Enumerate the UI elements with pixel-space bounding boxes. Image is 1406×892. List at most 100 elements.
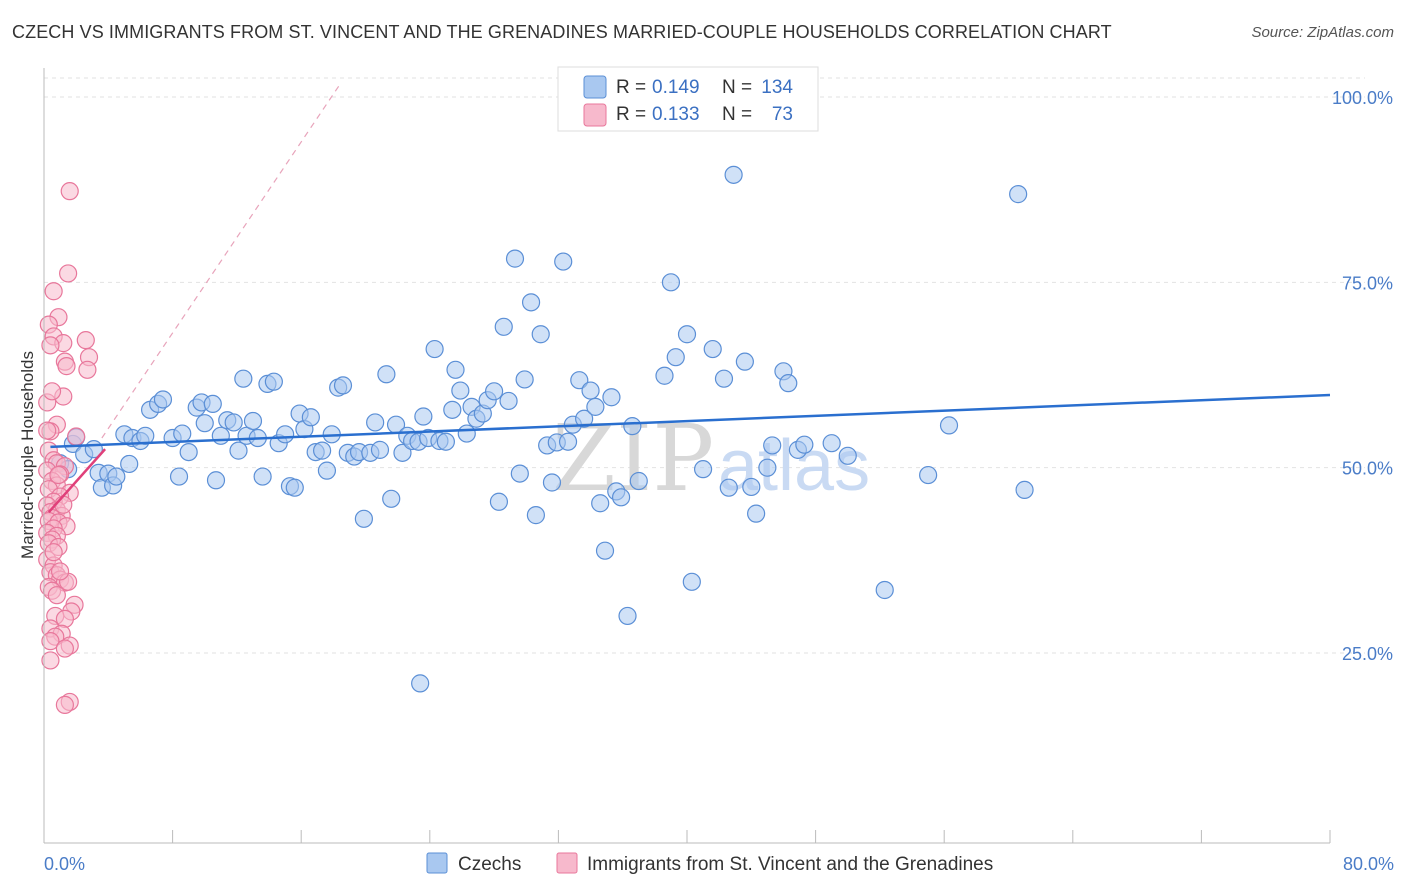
x-axis-ticks xyxy=(43,830,1331,843)
czech-point-36 xyxy=(253,467,272,486)
x-tick-label-max: 80.0% xyxy=(1343,854,1394,874)
czech-point-128 xyxy=(875,580,894,600)
czech-point-93 xyxy=(558,432,578,451)
bottom-legend-czech-label: Czechs xyxy=(458,854,521,875)
czech-point-25 xyxy=(195,414,214,433)
legend-czech-swatch xyxy=(583,75,607,99)
czech-point-129 xyxy=(919,465,938,485)
czech-point-18 xyxy=(153,390,173,409)
y-tick-label-25: 25.0% xyxy=(1342,644,1393,664)
czech-point-85 xyxy=(515,370,534,389)
czech-point-106 xyxy=(629,471,648,491)
czech-point-127 xyxy=(838,446,857,465)
czech-point-101 xyxy=(602,388,621,407)
czech-point-83 xyxy=(505,249,525,268)
czech-point-55 xyxy=(354,509,373,528)
czech-trend-line xyxy=(50,393,1331,449)
czech-point-38 xyxy=(264,372,283,391)
czech-point-118 xyxy=(742,477,761,497)
reference-diagonal xyxy=(101,81,342,439)
czech-point-114 xyxy=(714,369,734,388)
y-tick-label-75: 75.0% xyxy=(1342,273,1393,293)
czech-point-42 xyxy=(285,478,304,497)
czech-point-73 xyxy=(451,381,470,400)
czech-point-59 xyxy=(377,365,396,384)
legend-svg-r-label: R = xyxy=(616,104,646,125)
czech-point-48 xyxy=(317,461,337,480)
legend-czech-n-label: N = xyxy=(722,77,752,98)
czech-point-74 xyxy=(457,424,476,443)
grid-lines xyxy=(44,77,1365,654)
bottom-legend-svg-label: Immigrants from St. Vincent and the Gren… xyxy=(587,854,993,875)
bottom-legend-czech-swatch xyxy=(426,852,448,874)
czech-point-26 xyxy=(203,394,222,414)
czech-point-112 xyxy=(693,460,713,479)
y-tick-label-100: 100.0% xyxy=(1332,88,1393,108)
czech-point-120 xyxy=(758,458,777,477)
czech-point-95 xyxy=(570,371,589,390)
bottom-legend-svg-swatch xyxy=(556,852,578,874)
czech-point-62 xyxy=(393,443,412,462)
watermark-atlas: atlas xyxy=(718,426,870,506)
czech-point-116 xyxy=(724,165,743,184)
czech-point-71 xyxy=(443,400,462,419)
czech-point-104 xyxy=(618,606,637,626)
czech-point-90 xyxy=(542,473,562,492)
czech-point-12 xyxy=(120,454,139,474)
czech-point-109 xyxy=(666,348,685,367)
czech-point-28 xyxy=(211,426,230,445)
czech-point-121 xyxy=(763,436,782,455)
chart-title: CZECH VS IMMIGRANTS FROM ST. VINCENT AND… xyxy=(12,22,1112,42)
czech-point-20 xyxy=(169,467,189,486)
czech-point-103 xyxy=(611,488,631,507)
source-credit: Source: ZipAtlas.com xyxy=(1251,24,1394,41)
czech-point-45 xyxy=(301,408,320,427)
czech-point-99 xyxy=(591,494,610,513)
czech-points xyxy=(50,165,1034,693)
czech-point-57 xyxy=(366,413,385,432)
czech-point-123 xyxy=(779,374,798,393)
czech-point-22 xyxy=(179,442,198,462)
czech-point-108 xyxy=(661,273,681,292)
czech-point-133 xyxy=(411,674,430,693)
legend-svg-n-value: 73 xyxy=(772,104,793,125)
y-tick-label-50: 50.0% xyxy=(1342,459,1393,479)
czech-point-88 xyxy=(531,325,550,344)
czech-point-40 xyxy=(276,425,295,444)
legend-svg-r-value: 0.133 xyxy=(652,104,700,125)
czech-point-131 xyxy=(1009,185,1028,204)
y-tick-labels: 25.0% 50.0% 75.0% 100.0% xyxy=(1332,88,1393,664)
czech-point-107 xyxy=(655,366,674,385)
czech-point-92 xyxy=(554,252,573,271)
series-legend: Czechs Immigrants from St. Vincent and t… xyxy=(426,852,993,875)
czech-point-87 xyxy=(526,506,545,525)
czech-point-51 xyxy=(333,376,353,395)
czech-point-119 xyxy=(747,504,766,523)
czech-point-115 xyxy=(719,478,738,497)
czech-point-97 xyxy=(581,381,600,400)
legend-svg-swatch xyxy=(583,103,607,127)
czech-point-70 xyxy=(436,432,455,451)
czech-point-86 xyxy=(521,293,541,312)
x-tick-label-min: 0.0% xyxy=(44,854,85,874)
czech-point-47 xyxy=(312,441,332,460)
czech-point-27 xyxy=(206,471,226,490)
legend-czech-r-value: 0.149 xyxy=(652,77,700,98)
czech-point-81 xyxy=(494,317,513,336)
czech-point-98 xyxy=(586,397,605,416)
czech-point-132 xyxy=(1015,480,1034,500)
legend-czech-n-value: 134 xyxy=(761,77,793,98)
czech-point-72 xyxy=(446,360,465,379)
czech-point-10 xyxy=(107,467,126,486)
czech-point-30 xyxy=(224,413,243,432)
czech-point-32 xyxy=(234,369,253,388)
czech-point-31 xyxy=(229,441,248,460)
legend-svg-n-label: N = xyxy=(722,104,752,125)
czech-point-21 xyxy=(173,424,192,443)
czech-point-60 xyxy=(382,489,401,508)
czech-point-79 xyxy=(485,382,504,401)
y-axis-label: Married-couple Households xyxy=(18,351,37,559)
czech-point-110 xyxy=(677,325,697,344)
czech-point-66 xyxy=(414,407,433,426)
czech-point-111 xyxy=(682,572,701,591)
